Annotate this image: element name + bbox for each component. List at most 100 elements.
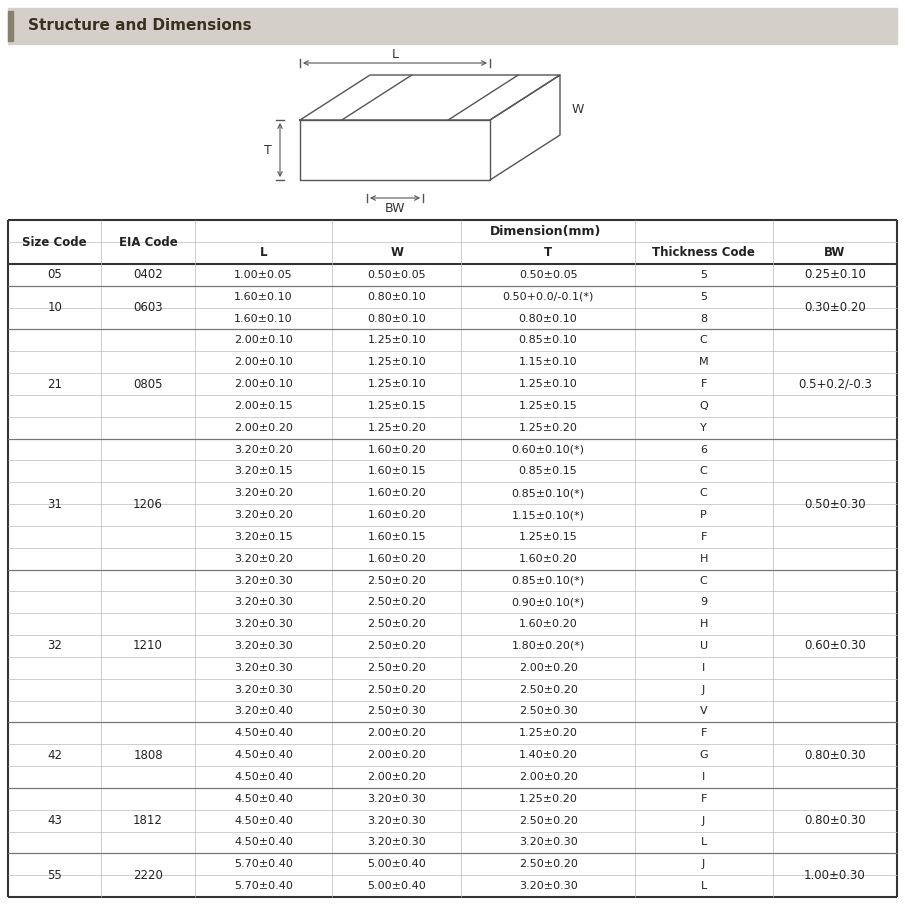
Text: 3.20±0.30: 3.20±0.30 — [519, 837, 577, 847]
Text: 2.00±0.10: 2.00±0.10 — [234, 357, 293, 367]
Text: 2.00±0.10: 2.00±0.10 — [234, 379, 293, 389]
Text: 3.20±0.30: 3.20±0.30 — [234, 576, 293, 586]
Text: 1.25±0.10: 1.25±0.10 — [367, 336, 426, 346]
Text: F: F — [700, 794, 707, 804]
Text: 5: 5 — [700, 270, 707, 280]
Text: 1.25±0.15: 1.25±0.15 — [519, 532, 577, 542]
Text: 5.00±0.40: 5.00±0.40 — [367, 859, 426, 870]
Text: 1.60±0.20: 1.60±0.20 — [367, 554, 426, 564]
Text: 0.80±0.10: 0.80±0.10 — [367, 291, 426, 301]
Text: 3.20±0.40: 3.20±0.40 — [234, 707, 293, 717]
Text: 3.20±0.30: 3.20±0.30 — [367, 815, 426, 825]
Text: T: T — [264, 144, 272, 157]
Text: 05: 05 — [47, 269, 62, 281]
Text: 0.50+0.0/-0.1(*): 0.50+0.0/-0.1(*) — [502, 291, 594, 301]
Text: 1.25±0.10: 1.25±0.10 — [367, 379, 426, 389]
Text: 2220: 2220 — [133, 869, 163, 881]
Text: 8: 8 — [700, 313, 707, 324]
Text: 3.20±0.30: 3.20±0.30 — [367, 794, 426, 804]
Text: C: C — [700, 488, 708, 498]
Text: 2.50±0.30: 2.50±0.30 — [519, 707, 577, 717]
Text: 4.50±0.40: 4.50±0.40 — [234, 750, 293, 760]
Text: 1206: 1206 — [133, 498, 163, 510]
Text: 3.20±0.15: 3.20±0.15 — [234, 466, 293, 476]
Text: 2.50±0.20: 2.50±0.20 — [367, 576, 426, 586]
Text: J: J — [702, 815, 705, 825]
Text: H: H — [700, 619, 708, 629]
Text: 0.85±0.10: 0.85±0.10 — [519, 336, 577, 346]
Text: 1.60±0.15: 1.60±0.15 — [367, 466, 426, 476]
Text: 1.25±0.20: 1.25±0.20 — [519, 729, 577, 738]
Text: 1.60±0.20: 1.60±0.20 — [367, 488, 426, 498]
Text: 1808: 1808 — [133, 748, 163, 762]
Text: 0402: 0402 — [133, 269, 163, 281]
Text: 21: 21 — [47, 377, 62, 391]
Text: 4.50±0.40: 4.50±0.40 — [234, 794, 293, 804]
Text: 1.80±0.20(*): 1.80±0.20(*) — [511, 641, 585, 651]
Text: C: C — [700, 576, 708, 586]
Text: L: L — [700, 837, 707, 847]
Text: 2.50±0.20: 2.50±0.20 — [519, 859, 577, 870]
Text: 9: 9 — [700, 597, 707, 607]
Text: 1.15±0.10: 1.15±0.10 — [519, 357, 577, 367]
Text: 0.60±0.10(*): 0.60±0.10(*) — [511, 444, 585, 454]
Text: 1.60±0.15: 1.60±0.15 — [367, 532, 426, 542]
Text: 1.60±0.10: 1.60±0.10 — [234, 291, 293, 301]
Text: 0603: 0603 — [133, 301, 163, 314]
Text: G: G — [700, 750, 708, 760]
Text: 2.00±0.20: 2.00±0.20 — [519, 772, 577, 782]
Text: 0.90±0.10(*): 0.90±0.10(*) — [511, 597, 585, 607]
Text: Thickness Code: Thickness Code — [653, 246, 755, 260]
Text: J: J — [702, 685, 705, 695]
Text: 4.50±0.40: 4.50±0.40 — [234, 815, 293, 825]
Text: 1.25±0.20: 1.25±0.20 — [519, 423, 577, 433]
Text: 1.25±0.20: 1.25±0.20 — [519, 794, 577, 804]
Text: J: J — [702, 859, 705, 870]
Text: F: F — [700, 532, 707, 542]
Text: W: W — [572, 103, 585, 117]
Text: 2.00±0.10: 2.00±0.10 — [234, 336, 293, 346]
Text: L: L — [700, 881, 707, 891]
Text: 3.20±0.20: 3.20±0.20 — [234, 488, 293, 498]
Text: 3.20±0.20: 3.20±0.20 — [234, 510, 293, 520]
Text: 1.60±0.10: 1.60±0.10 — [234, 313, 293, 324]
Text: Dimension(mm): Dimension(mm) — [491, 224, 602, 237]
Text: 2.00±0.20: 2.00±0.20 — [367, 750, 426, 760]
Text: 42: 42 — [47, 748, 62, 762]
Text: 1.25±0.10: 1.25±0.10 — [519, 379, 577, 389]
Text: 0.60±0.30: 0.60±0.30 — [804, 640, 866, 653]
Text: 0.85±0.15: 0.85±0.15 — [519, 466, 577, 476]
Text: 0.5+0.2/-0.3: 0.5+0.2/-0.3 — [798, 377, 872, 391]
Text: 1.00±0.30: 1.00±0.30 — [804, 869, 866, 881]
Text: U: U — [700, 641, 708, 651]
Text: 2.50±0.20: 2.50±0.20 — [367, 662, 426, 672]
Text: 3.20±0.30: 3.20±0.30 — [234, 619, 293, 629]
Text: 2.00±0.20: 2.00±0.20 — [519, 662, 577, 672]
Text: 0.80±0.30: 0.80±0.30 — [804, 814, 865, 827]
Text: 1.25±0.15: 1.25±0.15 — [519, 401, 577, 411]
Text: V: V — [700, 707, 708, 717]
Text: 3.20±0.30: 3.20±0.30 — [234, 662, 293, 672]
Text: 2.00±0.20: 2.00±0.20 — [367, 729, 426, 738]
Text: 6: 6 — [700, 444, 707, 454]
Text: 2.50±0.20: 2.50±0.20 — [519, 685, 577, 695]
Text: 1.25±0.20: 1.25±0.20 — [367, 423, 426, 433]
Text: 0.80±0.10: 0.80±0.10 — [367, 313, 426, 324]
Text: 31: 31 — [47, 498, 62, 510]
Text: 2.50±0.20: 2.50±0.20 — [367, 619, 426, 629]
Text: 2.50±0.20: 2.50±0.20 — [367, 685, 426, 695]
Text: Size Code: Size Code — [23, 235, 87, 249]
Text: F: F — [700, 729, 707, 738]
Text: 0.50±0.30: 0.50±0.30 — [804, 498, 865, 510]
Text: 43: 43 — [47, 814, 62, 827]
Text: 5.70±0.40: 5.70±0.40 — [234, 881, 293, 891]
Text: 3.20±0.30: 3.20±0.30 — [519, 881, 577, 891]
Text: BW: BW — [824, 246, 845, 260]
Text: 1.15±0.10(*): 1.15±0.10(*) — [511, 510, 585, 520]
Text: Y: Y — [700, 423, 707, 433]
Text: 0.80±0.10: 0.80±0.10 — [519, 313, 577, 324]
Text: 0805: 0805 — [133, 377, 163, 391]
Text: Q: Q — [700, 401, 708, 411]
Text: 1.00±0.05: 1.00±0.05 — [234, 270, 293, 280]
Text: 1210: 1210 — [133, 640, 163, 653]
